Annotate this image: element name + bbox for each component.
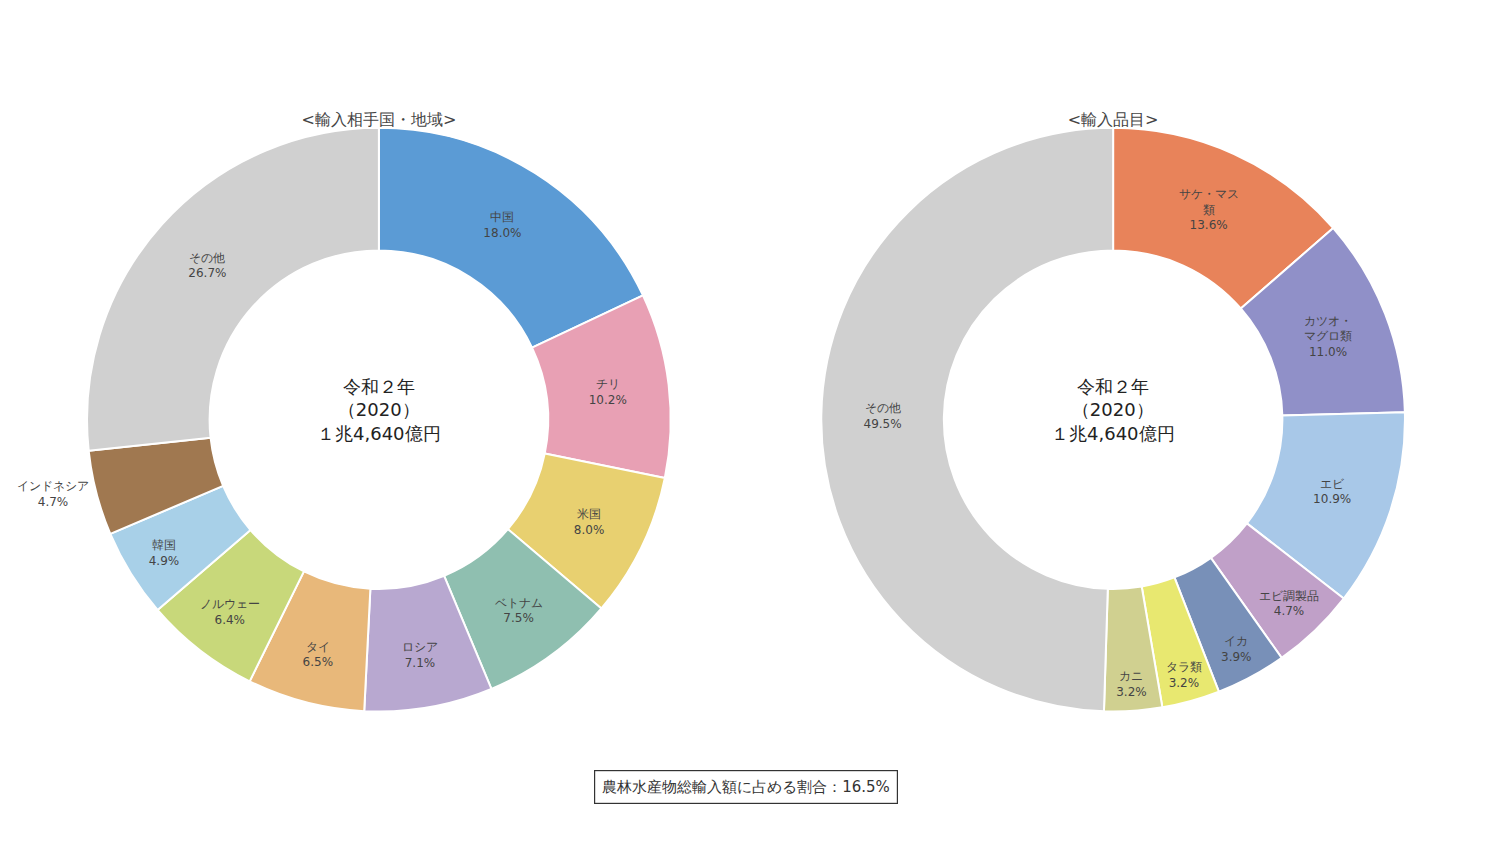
svg-text:カツオ・マグロ類11.0%: カツオ・マグロ類11.0%: [1304, 314, 1352, 359]
svg-text:ノルウェー6.4%: ノルウェー6.4%: [200, 597, 260, 627]
svg-text:インドネシア4.7%: インドネシア4.7%: [17, 479, 89, 509]
svg-text:サケ・マス類13.6%: サケ・マス類13.6%: [1179, 187, 1239, 232]
svg-text:米国8.0%: 米国8.0%: [574, 507, 605, 537]
svg-text:ベトナム7.5%: ベトナム7.5%: [495, 596, 543, 626]
svg-text:エビ10.9%: エビ10.9%: [1313, 477, 1351, 507]
svg-text:中国18.0%: 中国18.0%: [483, 210, 521, 240]
svg-text:エビ調製品4.7%: エビ調製品4.7%: [1259, 589, 1319, 619]
svg-text:<輸入相手国・地域>: <輸入相手国・地域>: [301, 110, 456, 129]
svg-text:カニ3.2%: カニ3.2%: [1116, 669, 1147, 699]
svg-text:チリ10.2%: チリ10.2%: [589, 377, 627, 407]
svg-text:その他26.7%: その他26.7%: [188, 251, 226, 281]
svg-text:ロシア7.1%: ロシア7.1%: [402, 640, 438, 670]
svg-text:その他49.5%: その他49.5%: [864, 401, 902, 431]
svg-text:タイ6.5%: タイ6.5%: [303, 640, 334, 670]
svg-text:イカ3.9%: イカ3.9%: [1221, 634, 1252, 664]
svg-text:タラ類3.2%: タラ類3.2%: [1166, 660, 1202, 690]
svg-text:令和２年（2020）１兆4,640億円: 令和２年（2020）１兆4,640億円: [317, 376, 441, 444]
svg-text:<輸入品目>: <輸入品目>: [1068, 110, 1159, 129]
svg-text:韓国4.9%: 韓国4.9%: [149, 538, 180, 568]
svg-text:農林水産物総輸入額に占める割合：16.5%: 農林水産物総輸入額に占める割合：16.5%: [602, 778, 890, 796]
svg-text:令和２年（2020）１兆4,640億円: 令和２年（2020）１兆4,640億円: [1051, 376, 1175, 444]
